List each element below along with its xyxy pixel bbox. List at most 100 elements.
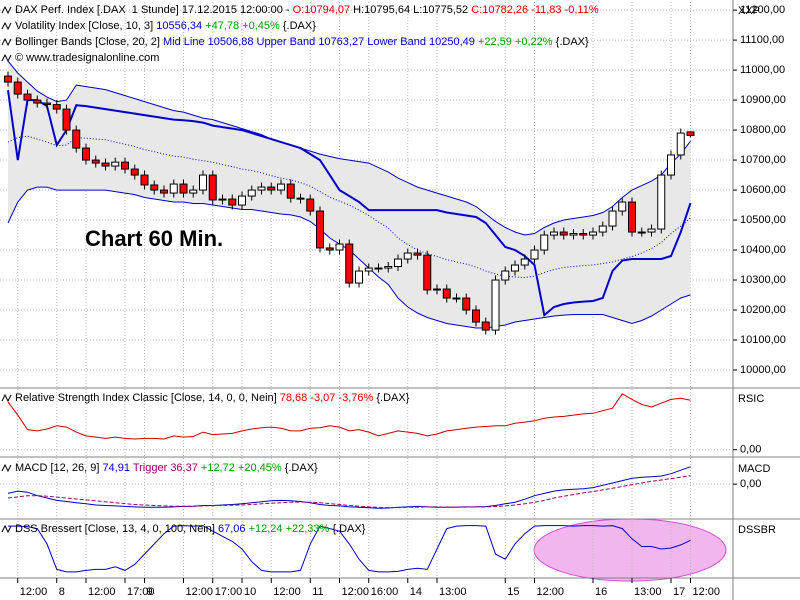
legend-line: Bollinger Bands [Close, 20, 2] Mid Line … <box>15 36 589 48</box>
legend-line: Volatility Index [Close, 10, 3] 10556,34… <box>15 20 316 32</box>
legend-text: {.DAX} <box>282 462 318 474</box>
y-tick-label: 10600,00 <box>740 184 786 196</box>
candle-body <box>667 154 675 176</box>
candle-body <box>335 243 344 251</box>
legend-line: © www.tradesignalonline.com <box>15 52 159 64</box>
legend-text: {.DAX} <box>329 523 365 535</box>
candle-body <box>423 254 432 291</box>
candle-body <box>91 159 100 164</box>
legend-text: +47,78 +0,45% <box>202 20 280 32</box>
candle-body <box>520 258 529 266</box>
indicator-line <box>7 393 691 440</box>
candle-body <box>579 233 588 236</box>
legend-text: 10556,34 <box>156 20 202 32</box>
band-fill <box>8 61 691 328</box>
candle-body <box>316 210 324 249</box>
legend-icon <box>1 37 12 47</box>
legend-text: 67,06 <box>218 523 246 535</box>
indicator-line <box>7 466 691 509</box>
candle-body <box>306 198 315 212</box>
y-tick-label: 10800,00 <box>740 124 786 136</box>
legend-text: © www.tradesignalonline.com <box>15 52 159 64</box>
axis-label: MACD <box>738 463 770 475</box>
x-tick-label: 17:00 <box>127 586 155 598</box>
legend-text: Bollinger Bands [Close, 20, 2] <box>15 36 163 48</box>
y-tick-label: 11100,00 <box>740 34 784 46</box>
candle-body <box>62 108 71 131</box>
highlight-ellipse <box>533 518 727 582</box>
x-tick-label: 12:00 <box>186 586 214 598</box>
mid-band <box>7 135 691 279</box>
legend-text: +22,59 +0,22% <box>475 36 553 48</box>
candle-body <box>686 131 695 136</box>
candle-body <box>189 189 198 194</box>
indicator-line <box>7 475 691 509</box>
candle-body <box>511 264 519 272</box>
candle-body <box>4 75 12 83</box>
indicator-line <box>8 525 691 573</box>
candle-body <box>413 252 422 256</box>
candle-body <box>267 186 276 191</box>
x-tick-label: 16:00 <box>371 586 399 598</box>
candle-body <box>676 132 685 156</box>
legend-line: DAX Perf. Index [.DAX 1 Stunde] 17.12.20… <box>15 4 599 16</box>
candle-body <box>345 243 354 284</box>
y-tick-label: 0,00 <box>740 478 761 490</box>
legend-text: DSS Bressert [Close, 13, 4, 0, 100, Nein… <box>15 523 218 535</box>
x-tick-label: 12:00 <box>273 586 301 598</box>
candle-body <box>618 201 627 212</box>
candle-body <box>637 231 646 234</box>
candle-body <box>442 288 451 299</box>
candle-body <box>169 183 178 194</box>
candle-body <box>433 288 441 291</box>
x-tick-label: 12:00 <box>537 586 565 598</box>
legend-text: {.DAX} <box>373 392 409 404</box>
x-tick-label: 10 <box>244 586 256 598</box>
candle-body <box>140 174 149 186</box>
x-tick-label: 12:00 <box>88 586 116 598</box>
candle-body <box>559 231 568 236</box>
candle-body <box>364 267 373 272</box>
candle-body <box>657 174 666 230</box>
legend-icon <box>1 524 12 534</box>
candle-body <box>43 102 51 106</box>
candle-body <box>286 183 295 199</box>
candle-body <box>608 210 617 227</box>
candle-body <box>228 198 237 206</box>
candle-body <box>403 252 412 260</box>
candle-body <box>52 104 61 110</box>
candle-body <box>481 321 490 331</box>
legend-text: +12,72 +20,45% <box>198 462 282 474</box>
legend-text: Relative Strength Index Classic [Close, … <box>15 392 280 404</box>
x-tick-label: 9 <box>147 586 153 598</box>
y-tick-label: 0,00 <box>740 444 761 456</box>
candle-body <box>101 162 110 167</box>
candle-body <box>72 129 81 149</box>
y-tick-label: 10900,00 <box>740 94 786 106</box>
candle-body <box>647 228 656 233</box>
x-tick-label: 17:00 <box>215 586 243 598</box>
x-tick-label: 8 <box>59 586 65 598</box>
candle-body <box>33 99 42 104</box>
y-tick-label: 10400,00 <box>740 244 786 256</box>
candle-body <box>540 234 549 251</box>
legend-text: {.DAX} <box>553 36 589 48</box>
candle-body <box>277 183 285 191</box>
candle-body <box>394 258 402 268</box>
legend-text: Volatility Index [Close, 10, 3] <box>15 20 156 32</box>
candle-body <box>384 266 393 269</box>
legend-icon <box>1 21 12 31</box>
x-tick-label: 11 <box>312 586 323 598</box>
x-tick-label: 12:00 <box>342 586 370 598</box>
legend-text: H:10795,64 L:10775,52 <box>350 4 471 16</box>
candle-body <box>589 231 597 236</box>
x-tick-label: 17 <box>673 586 685 598</box>
legend-text: O:10794,07 <box>293 4 351 16</box>
legend-text: +12,24 +22,33% <box>246 523 330 535</box>
legend-line: Relative Strength Index Classic [Close, … <box>15 392 410 404</box>
candle-body <box>325 247 334 251</box>
y-tick-label: 10500,00 <box>740 214 786 226</box>
candle-body <box>179 183 188 194</box>
candle-body <box>628 201 636 233</box>
legend-icon <box>1 53 12 63</box>
